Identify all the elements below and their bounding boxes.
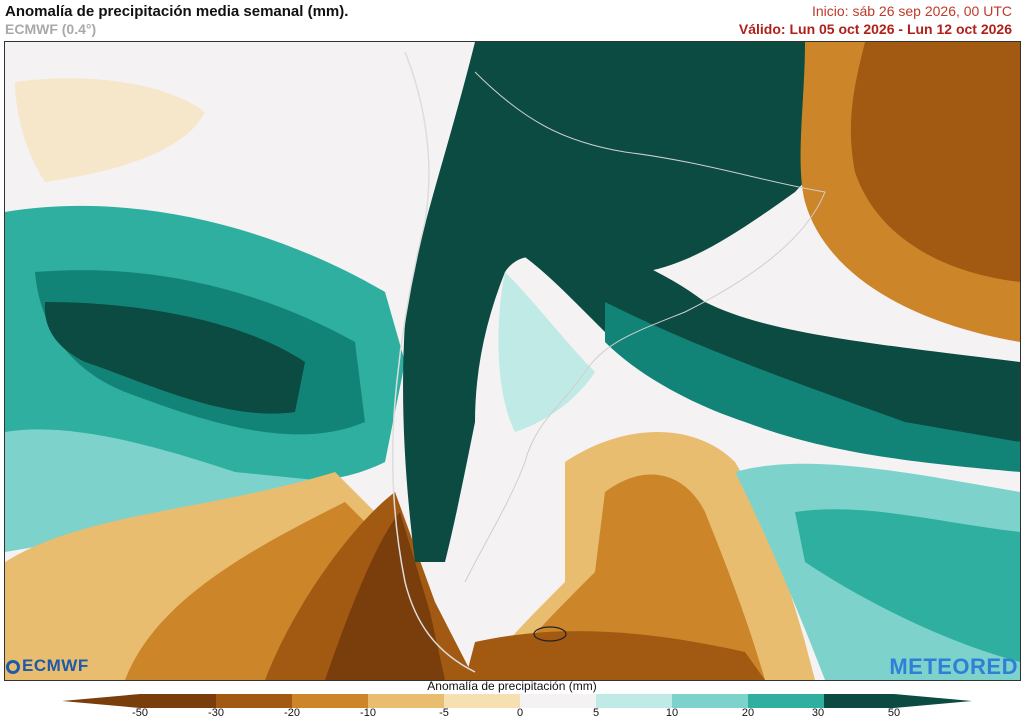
colorbar-segment [368,694,444,708]
colorbar-tick: 20 [741,707,755,719]
colorbar-tick: 30 [811,707,825,719]
model-label: ECMWF (0.4°) [5,21,97,37]
colorbar-segment [444,694,520,708]
valid-period: Válido: Lun 05 oct 2026 - Lun 12 oct 202… [738,21,1012,37]
colorbar-tick: 0 [516,707,524,719]
colorbar-tick: -5 [439,707,449,719]
colorbar-title: Anomalía de precipitación (mm) [427,679,597,693]
colorbar-tick: -50 [132,707,148,719]
ecmwf-logo-icon [6,660,20,674]
colorbar-tick: -30 [208,707,224,719]
colorbar-tick: 50 [887,707,901,719]
south-america-coastline [391,51,476,673]
colorbar-tick: 10 [665,707,679,719]
anomaly-region-continent-dark [403,42,865,562]
colorbar-tick: 5 [592,707,600,719]
colorbar-segment [140,694,216,708]
anomaly-region-pacific-core [44,302,306,414]
colorbar-segment [824,694,894,708]
map-title: Anomalía de precipitación media semanal … [5,3,349,20]
colorbar-tick: -10 [360,707,376,719]
colorbar [62,694,972,708]
colorbar-segment [520,694,596,708]
colorbar-tick: -20 [284,707,300,719]
colorbar-extend-high [894,694,972,708]
meteored-logo: METEORED [889,654,1018,679]
init-date: Inicio: sáb 26 sep 2026, 00 UTC [811,3,1012,19]
colorbar-segment [292,694,368,708]
colorbar-segment [748,694,824,708]
colorbar-segment [672,694,748,708]
falkland-islands [533,626,567,642]
precipitation-anomaly-map [4,41,1021,681]
ecmwf-logo: ECMWF [6,656,89,676]
colorbar-segment [216,694,292,708]
colorbar-segment [596,694,672,708]
colorbar-extend-low [62,694,140,708]
